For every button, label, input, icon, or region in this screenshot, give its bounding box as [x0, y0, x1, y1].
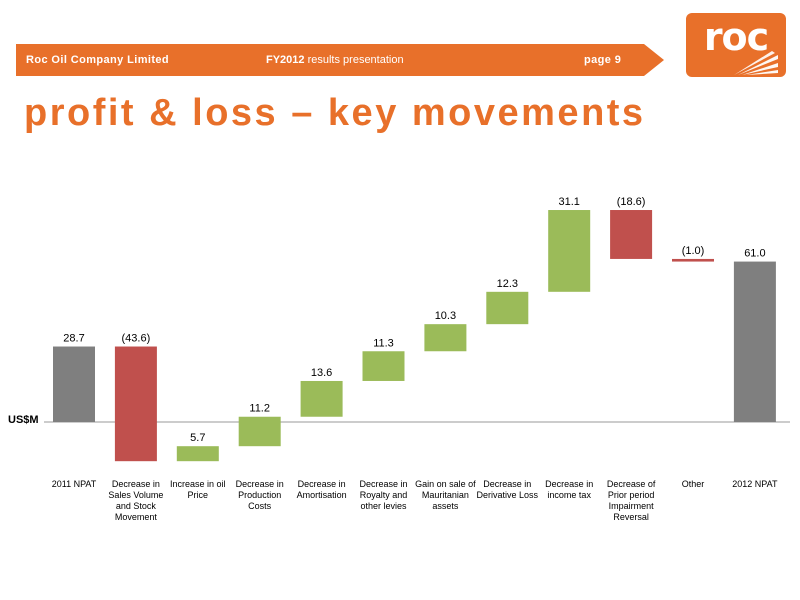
category-label-7: Gain on sale of Mauritanian assets — [415, 479, 476, 511]
data-label-4: 11.2 — [249, 403, 270, 415]
data-label-3: 5.7 — [190, 432, 205, 444]
data-label-2: (43.6) — [122, 333, 151, 345]
data-label-10: (18.6) — [617, 196, 646, 208]
bar-3 — [176, 446, 219, 462]
data-label-5: 13.6 — [311, 367, 332, 379]
bar-4 — [238, 416, 281, 447]
category-label-12: 2012 NPAT — [732, 479, 778, 489]
data-label-1: 28.7 — [63, 333, 84, 345]
bar-8 — [486, 291, 529, 325]
company-name: Roc Oil Company Limited — [26, 54, 170, 66]
page-title: profit & loss – key movements — [24, 92, 646, 134]
category-label-5: Decrease in Amortisation — [296, 479, 347, 500]
presentation-subtitle: results presentation — [304, 54, 404, 66]
bar-6 — [362, 351, 405, 381]
banner-arrow-shape — [16, 44, 664, 76]
category-label-8: Decrease in Derivative Loss — [476, 479, 539, 500]
category-label-2: Decrease in Sales Volume and Stock Movem… — [108, 479, 164, 522]
bar-10 — [610, 210, 653, 259]
category-label-4: Decrease in Production Costs — [235, 479, 284, 511]
category-label-1: 2011 NPAT — [51, 479, 97, 489]
presentation-name: FY2012 results presentation — [266, 44, 404, 76]
bar-7 — [424, 324, 467, 352]
y-axis-label: US$M — [8, 414, 39, 426]
bar-12 — [733, 261, 776, 422]
category-label-6: Decrease in Royalty and other levies — [359, 479, 408, 511]
data-label-12: 61.0 — [744, 248, 765, 260]
presentation-year: FY2012 — [266, 54, 305, 66]
category-label-10: Decrease of Prior period Impairment Reve… — [606, 479, 656, 522]
data-label-7: 10.3 — [435, 310, 456, 322]
category-label-9: Decrease in income tax — [545, 479, 594, 500]
logo-rays-icon — [734, 51, 778, 75]
bar-2 — [114, 346, 157, 462]
category-label-11: Other — [681, 479, 705, 489]
data-label-11: (1.0) — [682, 245, 705, 257]
data-label-8: 12.3 — [497, 278, 518, 290]
bar-11 — [672, 258, 714, 262]
bar-9 — [548, 210, 591, 292]
page-number: page 9 — [584, 54, 622, 66]
bar-5 — [300, 380, 343, 417]
logo-wordmark: roc — [703, 15, 769, 59]
category-label-3: Increase in oil Price — [170, 479, 226, 500]
data-label-6: 11.3 — [373, 337, 394, 349]
roc-logo: roc — [686, 13, 786, 77]
data-label-9: 31.1 — [558, 196, 579, 208]
header-banner: Roc Oil Company Limited FY2012 results p… — [16, 44, 664, 76]
bar-1 — [53, 346, 95, 422]
